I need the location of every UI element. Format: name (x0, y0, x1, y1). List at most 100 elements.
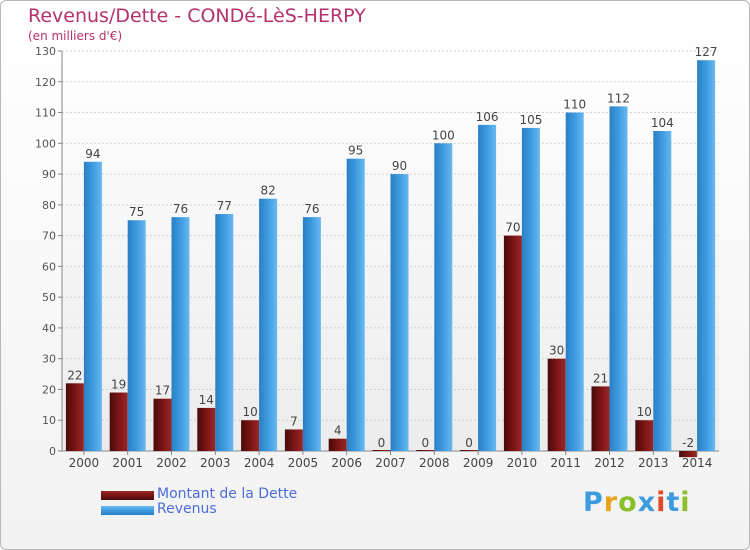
data-label-dette: 21 (593, 371, 608, 385)
bar-revenus (346, 158, 365, 451)
legend-swatch-revenus (101, 506, 154, 515)
bar-dette (197, 407, 216, 451)
data-label-dette: 17 (155, 384, 170, 398)
bar-revenus (127, 220, 146, 451)
data-label-revenus: 95 (348, 144, 363, 158)
x-tick-label: 2000 (69, 456, 100, 470)
data-label-dette: 0 (421, 436, 429, 450)
data-label-revenus: 75 (129, 205, 144, 219)
x-tick-label: 2004 (244, 456, 275, 470)
bar-dette (284, 429, 303, 451)
bar-revenus (609, 106, 628, 451)
data-label-dette: 19 (111, 378, 126, 392)
bar-dette (503, 235, 522, 451)
y-tick-label: 50 (42, 291, 56, 304)
data-label-revenus: 76 (173, 202, 188, 216)
bar-dette (679, 451, 698, 458)
y-tick-label: 130 (35, 45, 56, 58)
x-tick-label: 2001 (112, 456, 143, 470)
data-label-revenus: 77 (217, 199, 232, 213)
data-label-revenus: 94 (85, 147, 100, 161)
data-label-dette: 10 (242, 405, 257, 419)
y-tick-label: 100 (35, 137, 56, 150)
chart-subtitle: (en milliers d'€) (28, 29, 123, 43)
data-label-dette: 14 (199, 393, 214, 407)
data-label-dette: -2 (682, 436, 694, 450)
x-tick-label: 2009 (463, 456, 494, 470)
data-label-revenus: 112 (607, 91, 630, 105)
data-label-dette: 30 (549, 344, 564, 358)
data-label-revenus: 82 (260, 184, 275, 198)
data-label-revenus: 90 (392, 159, 407, 173)
y-tick-label: 40 (42, 322, 56, 335)
bar-revenus (83, 161, 102, 451)
y-tick-label: 20 (42, 383, 56, 396)
y-tick-label: 120 (35, 76, 56, 89)
legend-swatch-dette (101, 491, 154, 500)
x-tick-label: 2006 (331, 456, 362, 470)
bar-dette (109, 392, 128, 451)
proxiti-logo: Proxiti (583, 487, 691, 518)
y-tick-label: 10 (42, 414, 56, 427)
y-tick-label: 110 (35, 107, 56, 120)
bar-revenus (302, 217, 321, 451)
bar-revenus (171, 217, 190, 451)
x-tick-label: 2014 (682, 456, 713, 470)
y-tick-label: 80 (42, 199, 56, 212)
logo-letter: P (583, 487, 604, 518)
x-tick-label: 2003 (200, 456, 231, 470)
bar-dette (328, 438, 347, 451)
data-label-dette: 0 (378, 436, 386, 450)
x-tick-label: 2013 (638, 456, 669, 470)
logo-letter: o (618, 487, 638, 518)
data-label-dette: 22 (67, 368, 82, 382)
x-tick-label: 2011 (550, 456, 581, 470)
logo-letter: t (666, 487, 681, 518)
x-tick-label: 2012 (594, 456, 625, 470)
bar-dette (416, 450, 435, 451)
logo-letter: r (603, 487, 619, 518)
y-tick-label: 70 (42, 230, 56, 243)
x-tick-label: 2010 (507, 456, 538, 470)
bar-revenus (390, 174, 409, 452)
logo-letter: i (680, 487, 691, 518)
bar-dette (591, 386, 610, 451)
data-label-revenus: 104 (651, 116, 674, 130)
data-label-dette: 10 (637, 405, 652, 419)
data-label-revenus: 105 (519, 113, 542, 127)
bar-revenus (215, 214, 234, 451)
chart-title: Revenus/Dette - CONDé-LèS-HERPY (28, 5, 366, 27)
y-tick-label: 60 (42, 260, 56, 273)
logo-letter: x (637, 487, 657, 518)
data-label-dette: 7 (290, 414, 298, 428)
data-label-dette: 0 (465, 436, 473, 450)
legend-label-revenus: Revenus (157, 501, 217, 517)
x-tick-label: 2007 (375, 456, 406, 470)
legend-label-dette: Montant de la Dette (157, 486, 298, 502)
bar-revenus (521, 127, 540, 451)
y-tick-label: 90 (42, 168, 56, 181)
bar-dette (153, 398, 172, 451)
logo-letter: i (656, 487, 667, 518)
data-label-dette: 4 (334, 424, 342, 438)
bar-dette (635, 420, 654, 451)
data-label-dette: 70 (505, 221, 520, 235)
x-tick-label: 2005 (288, 456, 319, 470)
data-label-revenus: 110 (563, 98, 586, 112)
bar-revenus (259, 198, 278, 451)
data-label-revenus: 76 (304, 202, 319, 216)
bar-dette (460, 450, 479, 451)
bar-revenus (565, 112, 584, 452)
x-tick-label: 2008 (419, 456, 450, 470)
bar-revenus (653, 131, 672, 451)
data-label-revenus: 100 (432, 128, 455, 142)
data-label-revenus: 127 (695, 45, 718, 59)
x-tick-label: 2002 (156, 456, 187, 470)
y-tick-label: 30 (42, 353, 56, 366)
y-tick-label: 0 (49, 445, 56, 458)
bar-revenus (478, 124, 497, 451)
bar-revenus (697, 60, 716, 451)
bar-dette (547, 358, 566, 451)
